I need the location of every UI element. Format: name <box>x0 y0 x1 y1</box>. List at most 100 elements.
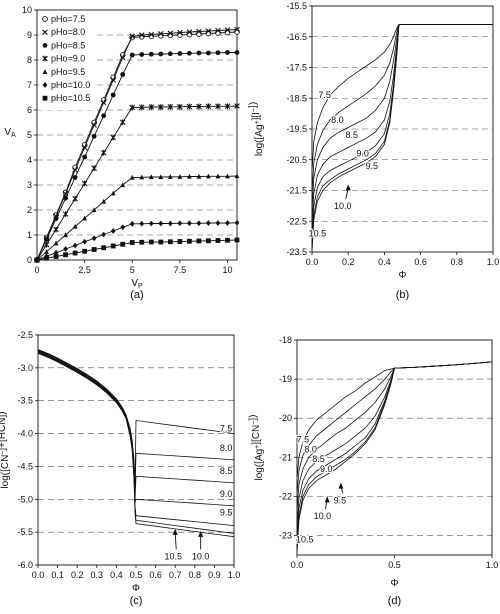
data-point <box>120 224 126 231</box>
data-point <box>206 50 211 56</box>
data-point <box>167 220 173 227</box>
series-line <box>36 239 238 261</box>
data-point <box>72 167 78 173</box>
x-tick-label: 0.1 <box>51 570 64 580</box>
series-line <box>37 353 235 538</box>
x-tick-label: 2.5 <box>78 265 91 275</box>
series-pHo-10.5 <box>34 237 240 263</box>
y-tick-label: -15.5 <box>286 1 307 11</box>
x-tick-label: 0.5 <box>388 560 401 570</box>
data-point <box>120 72 126 77</box>
y-axis-label-part: − <box>251 108 258 112</box>
annotation: 10.0 <box>333 184 353 212</box>
y-tick-label: -19.5 <box>286 124 307 134</box>
plot-frame <box>296 339 493 556</box>
legend-entry: pHo=10.0 <box>51 80 90 90</box>
y-tick-label: -17.5 <box>286 63 307 73</box>
data-point <box>101 198 107 204</box>
x-tick-label: 0 <box>34 265 39 275</box>
data-point <box>91 247 97 252</box>
data-point <box>158 239 164 245</box>
x-tick-label: 1.0 <box>487 257 500 267</box>
legend-marker <box>42 16 48 22</box>
annotation-label: 10.5 <box>309 229 327 239</box>
data-point <box>91 165 97 172</box>
data-point <box>167 174 173 179</box>
annotation-label: 7.5 <box>318 90 331 100</box>
data-point <box>234 103 240 109</box>
annotation-label: 8.0 <box>304 444 317 454</box>
legend-marker <box>42 82 48 88</box>
annotation: 7.5 <box>317 89 332 101</box>
y-tick-label: -5.5 <box>17 527 33 537</box>
data-point <box>167 51 173 57</box>
data-point <box>44 255 49 261</box>
annotation-label: 8.5 <box>346 130 359 140</box>
series-line <box>296 361 493 552</box>
x-tick-label: 0.7 <box>169 570 182 580</box>
series-line <box>311 24 493 249</box>
y-tick-label: -20 <box>279 413 292 423</box>
series-line <box>36 29 238 261</box>
data-point <box>234 26 240 33</box>
x-tick-label: 1.0 <box>486 560 499 570</box>
y-axis-label-part: ]) <box>248 102 259 108</box>
data-point <box>63 246 68 252</box>
data-point <box>186 103 193 110</box>
annotation-label: 10.5 <box>164 551 182 561</box>
data-point <box>72 175 78 180</box>
legend-marker <box>42 43 48 48</box>
data-point <box>139 220 145 227</box>
x-tick-label: 0.0 <box>32 570 45 580</box>
y-axis-label-part: ]+[HCN]) <box>0 411 8 450</box>
y-axis-label-part: − <box>251 421 258 425</box>
series-line <box>296 361 493 509</box>
y-axis-label-part: ][I <box>251 112 262 120</box>
series-8.5 <box>296 361 493 509</box>
data-point <box>110 228 116 234</box>
data-point <box>177 103 183 110</box>
panel-a: 0 2.5 5 7.5 10012345678910VPVA(a)pHo=7.5pHo=… <box>4 5 240 301</box>
annotation-label: 8.0 <box>331 115 344 125</box>
data-point <box>110 190 116 196</box>
data-point <box>215 220 221 226</box>
y-tick-label: -23.5 <box>286 247 307 257</box>
y-tick-label: -18 <box>279 335 292 345</box>
y-tick-label: 0 <box>27 255 32 265</box>
data-point <box>44 249 49 254</box>
data-point <box>129 33 136 40</box>
legend-marker <box>42 55 48 62</box>
series-line <box>36 52 237 261</box>
annotation-label: 10.0 <box>192 551 210 561</box>
data-point <box>110 134 116 141</box>
data-point <box>72 242 78 249</box>
data-point <box>177 239 183 244</box>
data-point <box>196 50 202 56</box>
x-axis-label: Φ <box>391 578 399 589</box>
y-axis-label-part: log([CN <box>0 455 11 489</box>
data-point <box>82 248 88 254</box>
data-point <box>53 254 59 259</box>
y-tick-label: -4.0 <box>17 429 33 439</box>
annotation-label: 10.5 <box>296 534 314 544</box>
data-point <box>224 27 231 33</box>
legend: pHo=7.5 pHo=8.0 pHo=8.5 pHo=9.0 pHo=9.5 pHo=1… <box>39 12 97 110</box>
data-point <box>138 104 145 111</box>
annotation-label: 9.0 <box>220 489 233 499</box>
annotation: 9.0 <box>355 148 370 160</box>
annotation: 8.5 <box>219 465 234 477</box>
series-line <box>296 361 493 536</box>
data-point <box>215 50 221 56</box>
data-point <box>119 54 126 61</box>
y-tick-label: -6.0 <box>17 560 33 570</box>
annotation-label: 7.5 <box>220 423 233 433</box>
arrow-head <box>198 530 204 537</box>
annotation-label: 8.0 <box>220 443 233 453</box>
data-point <box>234 219 240 226</box>
data-point <box>148 239 154 245</box>
data-point <box>148 51 154 57</box>
panel-c: 0.0 0.1 0.2 0.3 0.4 0.5 0.6 0.7 0.8 0.9 1.0 -2.5 -3.… <box>0 330 240 607</box>
data-point <box>234 237 240 243</box>
y-axis-label: log([CN−]+[HCN]) <box>0 411 11 488</box>
